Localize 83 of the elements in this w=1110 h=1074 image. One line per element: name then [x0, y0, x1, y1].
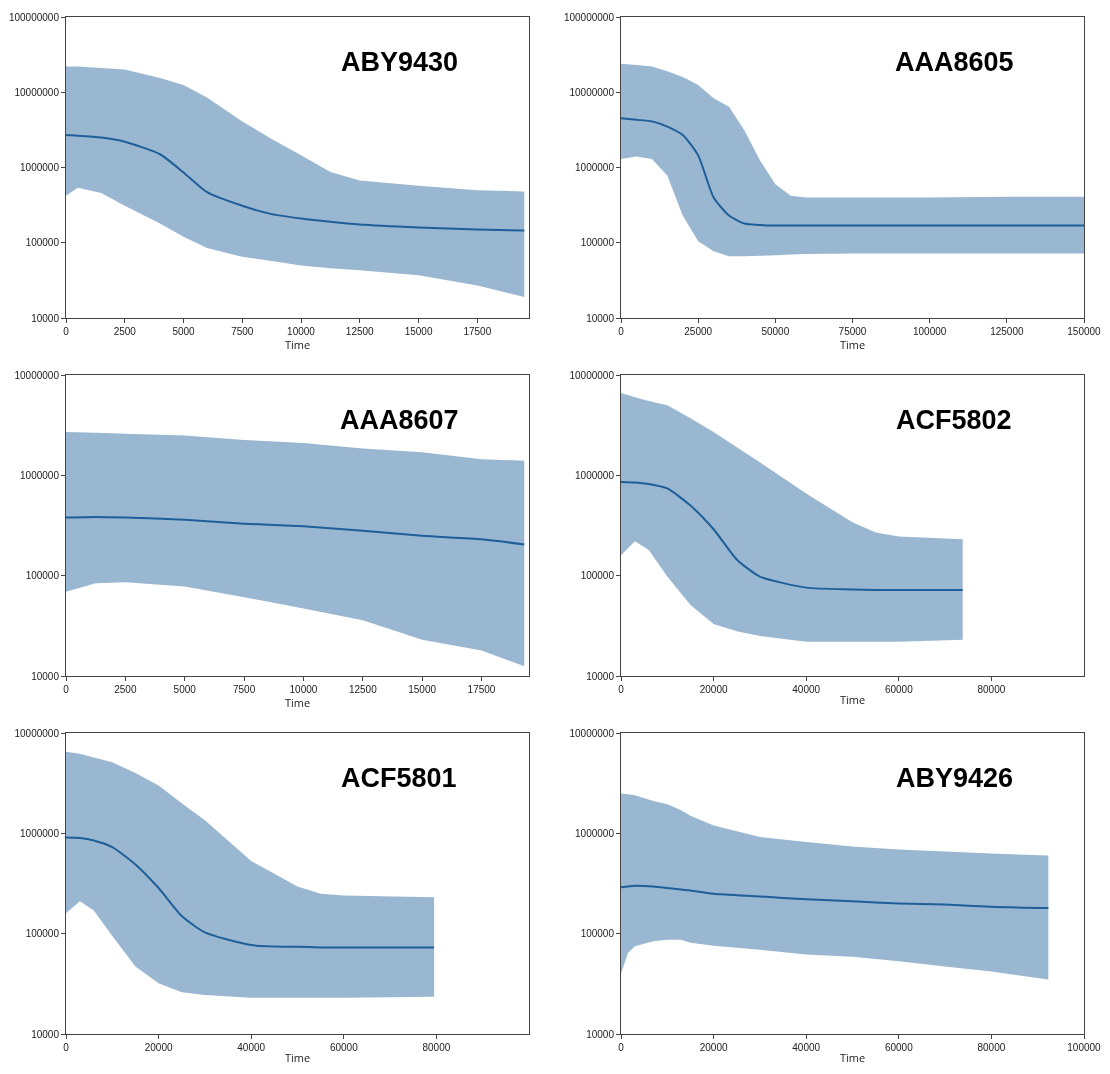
x-tick-label: 20000 [144, 1042, 173, 1053]
text: ACF5802 [896, 405, 1012, 435]
x-tick-label: 0 [63, 684, 70, 695]
y-tick-label: 100000 [580, 928, 615, 940]
y-tick-label: 10000000 [569, 86, 615, 98]
x-tick-label: 40000 [792, 684, 821, 695]
y-tick-label: 100000000 [563, 11, 615, 23]
x-axis-title: Time [839, 692, 866, 708]
text: ABY9426 [896, 763, 1014, 793]
x-tick-label: 0 [618, 1042, 625, 1053]
line-series [66, 134, 526, 232]
line-series [621, 117, 1084, 227]
y-tick-label: 10000000 [569, 369, 615, 381]
x-axis-title: Time [284, 1050, 311, 1066]
y-tick-label: 100000 [25, 570, 60, 582]
x-tick-label: 10000 [287, 326, 316, 337]
x-tick-label: 60000 [884, 1042, 914, 1053]
x-tick-label: 20000 [699, 684, 728, 695]
y-tick-label: 10000 [586, 312, 615, 324]
x-axis-title: Time [839, 1050, 866, 1066]
text: ACF5801 [341, 763, 457, 793]
y-tick-label: 1000000 [575, 469, 615, 481]
x-axis-title: Time [284, 695, 311, 710]
y-tick-label: 1000000 [20, 162, 60, 173]
y-tick-label: 10000 [31, 670, 60, 682]
x-tick-label: 10000 [289, 684, 318, 695]
x-tick-label: 12500 [348, 684, 378, 695]
x-tick-label: 17500 [463, 326, 492, 337]
text: AAA8605 [895, 47, 1014, 77]
x-tick-label: 20000 [699, 1042, 728, 1053]
x-tick-label: 60000 [884, 684, 914, 695]
x-tick-label: 5000 [173, 684, 197, 695]
y-tick-label: 100000 [580, 570, 615, 582]
y-tick-label: 1000000 [575, 162, 615, 173]
x-tick-label: 60000 [329, 1042, 359, 1053]
y-tick-label: 100000000 [8, 11, 60, 23]
y-tick-label: 100000 [580, 237, 615, 249]
y-tick-label: 10000 [31, 312, 60, 324]
x-tick-label: 15000 [404, 326, 433, 337]
line-series [66, 515, 526, 546]
x-tick-label: 12500 [345, 326, 375, 337]
x-tick-label: 7500 [231, 326, 254, 337]
y-tick-label: 1000000 [575, 827, 615, 839]
y-tick-label: 10000000 [14, 369, 60, 381]
x-tick-label: 5000 [172, 326, 196, 337]
x-tick-label: 100000 [912, 326, 947, 337]
x-tick-label: 50000 [761, 326, 790, 337]
x-tick-label: 0 [63, 326, 70, 337]
y-tick-label: 10000 [586, 670, 615, 682]
text: ABY9430 [341, 47, 459, 77]
text: AAA8607 [340, 405, 459, 435]
x-tick-label: 80000 [977, 1042, 1006, 1053]
line-series [66, 836, 436, 949]
x-tick-label: 7500 [232, 684, 256, 695]
x-tick-label: 80000 [422, 1042, 451, 1053]
x-tick-label: 80000 [977, 684, 1006, 695]
x-tick-label: 75000 [838, 326, 867, 337]
x-tick-label: 15000 [408, 684, 437, 695]
y-tick-label: 1000000 [20, 469, 60, 481]
y-tick-label: 100000 [25, 237, 60, 249]
y-tick-label: 10000000 [14, 86, 60, 98]
x-axis-title: Time [284, 337, 311, 352]
x-tick-label: 100000 [1067, 1042, 1102, 1053]
line-series [621, 884, 1050, 910]
x-tick-label: 2500 [113, 326, 137, 337]
y-tick-label: 1000000 [20, 827, 60, 839]
line-series [621, 480, 964, 592]
x-tick-label: 150000 [1067, 326, 1102, 337]
x-tick-label: 2500 [114, 684, 137, 695]
y-tick-label: 100000 [25, 928, 60, 940]
y-tick-label: 10000 [586, 1028, 615, 1040]
x-tick-label: 40000 [237, 1042, 266, 1053]
y-tick-label: 10000000 [14, 727, 60, 739]
x-tick-label: 25000 [684, 326, 713, 337]
x-tick-label: 40000 [792, 1042, 821, 1053]
x-tick-label: 17500 [467, 684, 496, 695]
x-tick-label: 0 [618, 684, 625, 695]
x-tick-label: 0 [618, 326, 625, 337]
x-tick-label: 0 [63, 1042, 70, 1053]
x-tick-label: 125000 [990, 326, 1024, 337]
y-tick-label: 10000 [31, 1028, 60, 1040]
x-axis-title: Time [839, 337, 866, 352]
y-tick-label: 10000000 [569, 727, 615, 739]
